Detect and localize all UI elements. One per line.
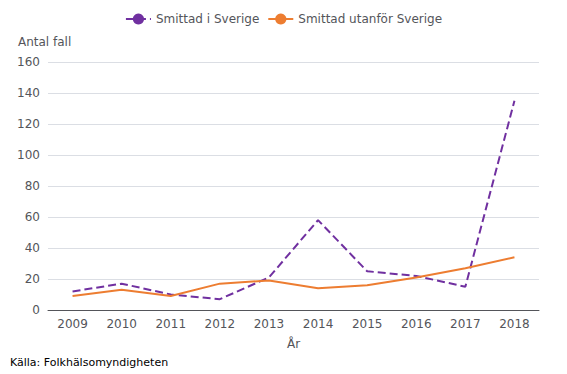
svg-text:2009: 2009	[57, 317, 88, 331]
svg-text:År: År	[287, 336, 300, 351]
svg-text:2015: 2015	[352, 317, 383, 331]
svg-text:2018: 2018	[499, 317, 530, 331]
svg-text:160: 160	[17, 55, 40, 69]
svg-text:Antal fall: Antal fall	[18, 35, 71, 49]
svg-text:80: 80	[25, 179, 40, 193]
svg-text:140: 140	[17, 86, 40, 100]
svg-text:2012: 2012	[205, 317, 236, 331]
svg-text:100: 100	[17, 148, 40, 162]
svg-text:40: 40	[25, 241, 40, 255]
svg-text:Källa: Folkhälsomyndigheten: Källa: Folkhälsomyndigheten	[10, 356, 168, 369]
svg-text:2014: 2014	[303, 317, 334, 331]
svg-text:0: 0	[32, 303, 40, 317]
svg-text:Smittad i Sverige: Smittad i Sverige	[156, 12, 259, 26]
svg-text:2017: 2017	[450, 317, 481, 331]
svg-text:120: 120	[17, 117, 40, 131]
svg-text:2011: 2011	[155, 317, 186, 331]
svg-text:2016: 2016	[401, 317, 432, 331]
svg-text:2013: 2013	[254, 317, 285, 331]
svg-text:2010: 2010	[106, 317, 137, 331]
svg-text:Smittad utanför Sverige: Smittad utanför Sverige	[298, 12, 442, 26]
svg-text:60: 60	[25, 210, 40, 224]
svg-text:20: 20	[25, 272, 40, 286]
